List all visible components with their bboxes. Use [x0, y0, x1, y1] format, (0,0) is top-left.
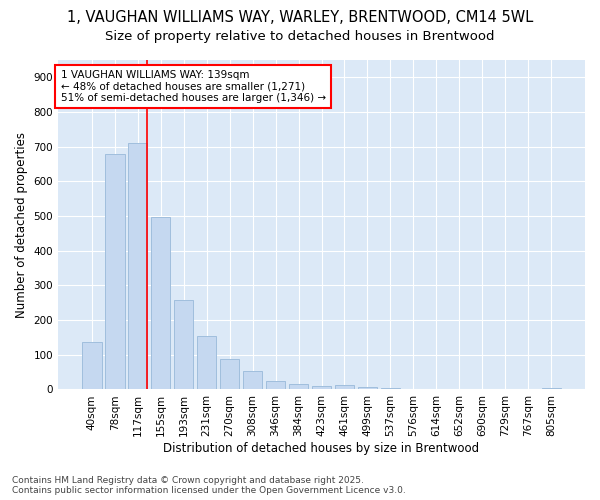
Bar [289, 384, 308, 390]
Bar [105, 154, 125, 390]
Bar [358, 386, 377, 390]
Bar [312, 386, 331, 390]
Bar [243, 372, 262, 390]
Bar [82, 342, 101, 390]
Text: 1, VAUGHAN WILLIAMS WAY, WARLEY, BRENTWOOD, CM14 5WL: 1, VAUGHAN WILLIAMS WAY, WARLEY, BRENTWO… [67, 10, 533, 25]
Text: Size of property relative to detached houses in Brentwood: Size of property relative to detached ho… [105, 30, 495, 43]
Bar [128, 143, 148, 390]
Y-axis label: Number of detached properties: Number of detached properties [15, 132, 28, 318]
Text: 1 VAUGHAN WILLIAMS WAY: 139sqm
← 48% of detached houses are smaller (1,271)
51% : 1 VAUGHAN WILLIAMS WAY: 139sqm ← 48% of … [61, 70, 326, 103]
Bar [266, 381, 286, 390]
Bar [404, 389, 423, 390]
Text: Contains HM Land Registry data © Crown copyright and database right 2025.
Contai: Contains HM Land Registry data © Crown c… [12, 476, 406, 495]
Bar [542, 388, 561, 390]
Bar [335, 386, 354, 390]
Bar [380, 388, 400, 390]
Bar [174, 300, 193, 390]
X-axis label: Distribution of detached houses by size in Brentwood: Distribution of detached houses by size … [163, 442, 479, 455]
Bar [197, 336, 217, 390]
Bar [151, 217, 170, 390]
Bar [220, 360, 239, 390]
